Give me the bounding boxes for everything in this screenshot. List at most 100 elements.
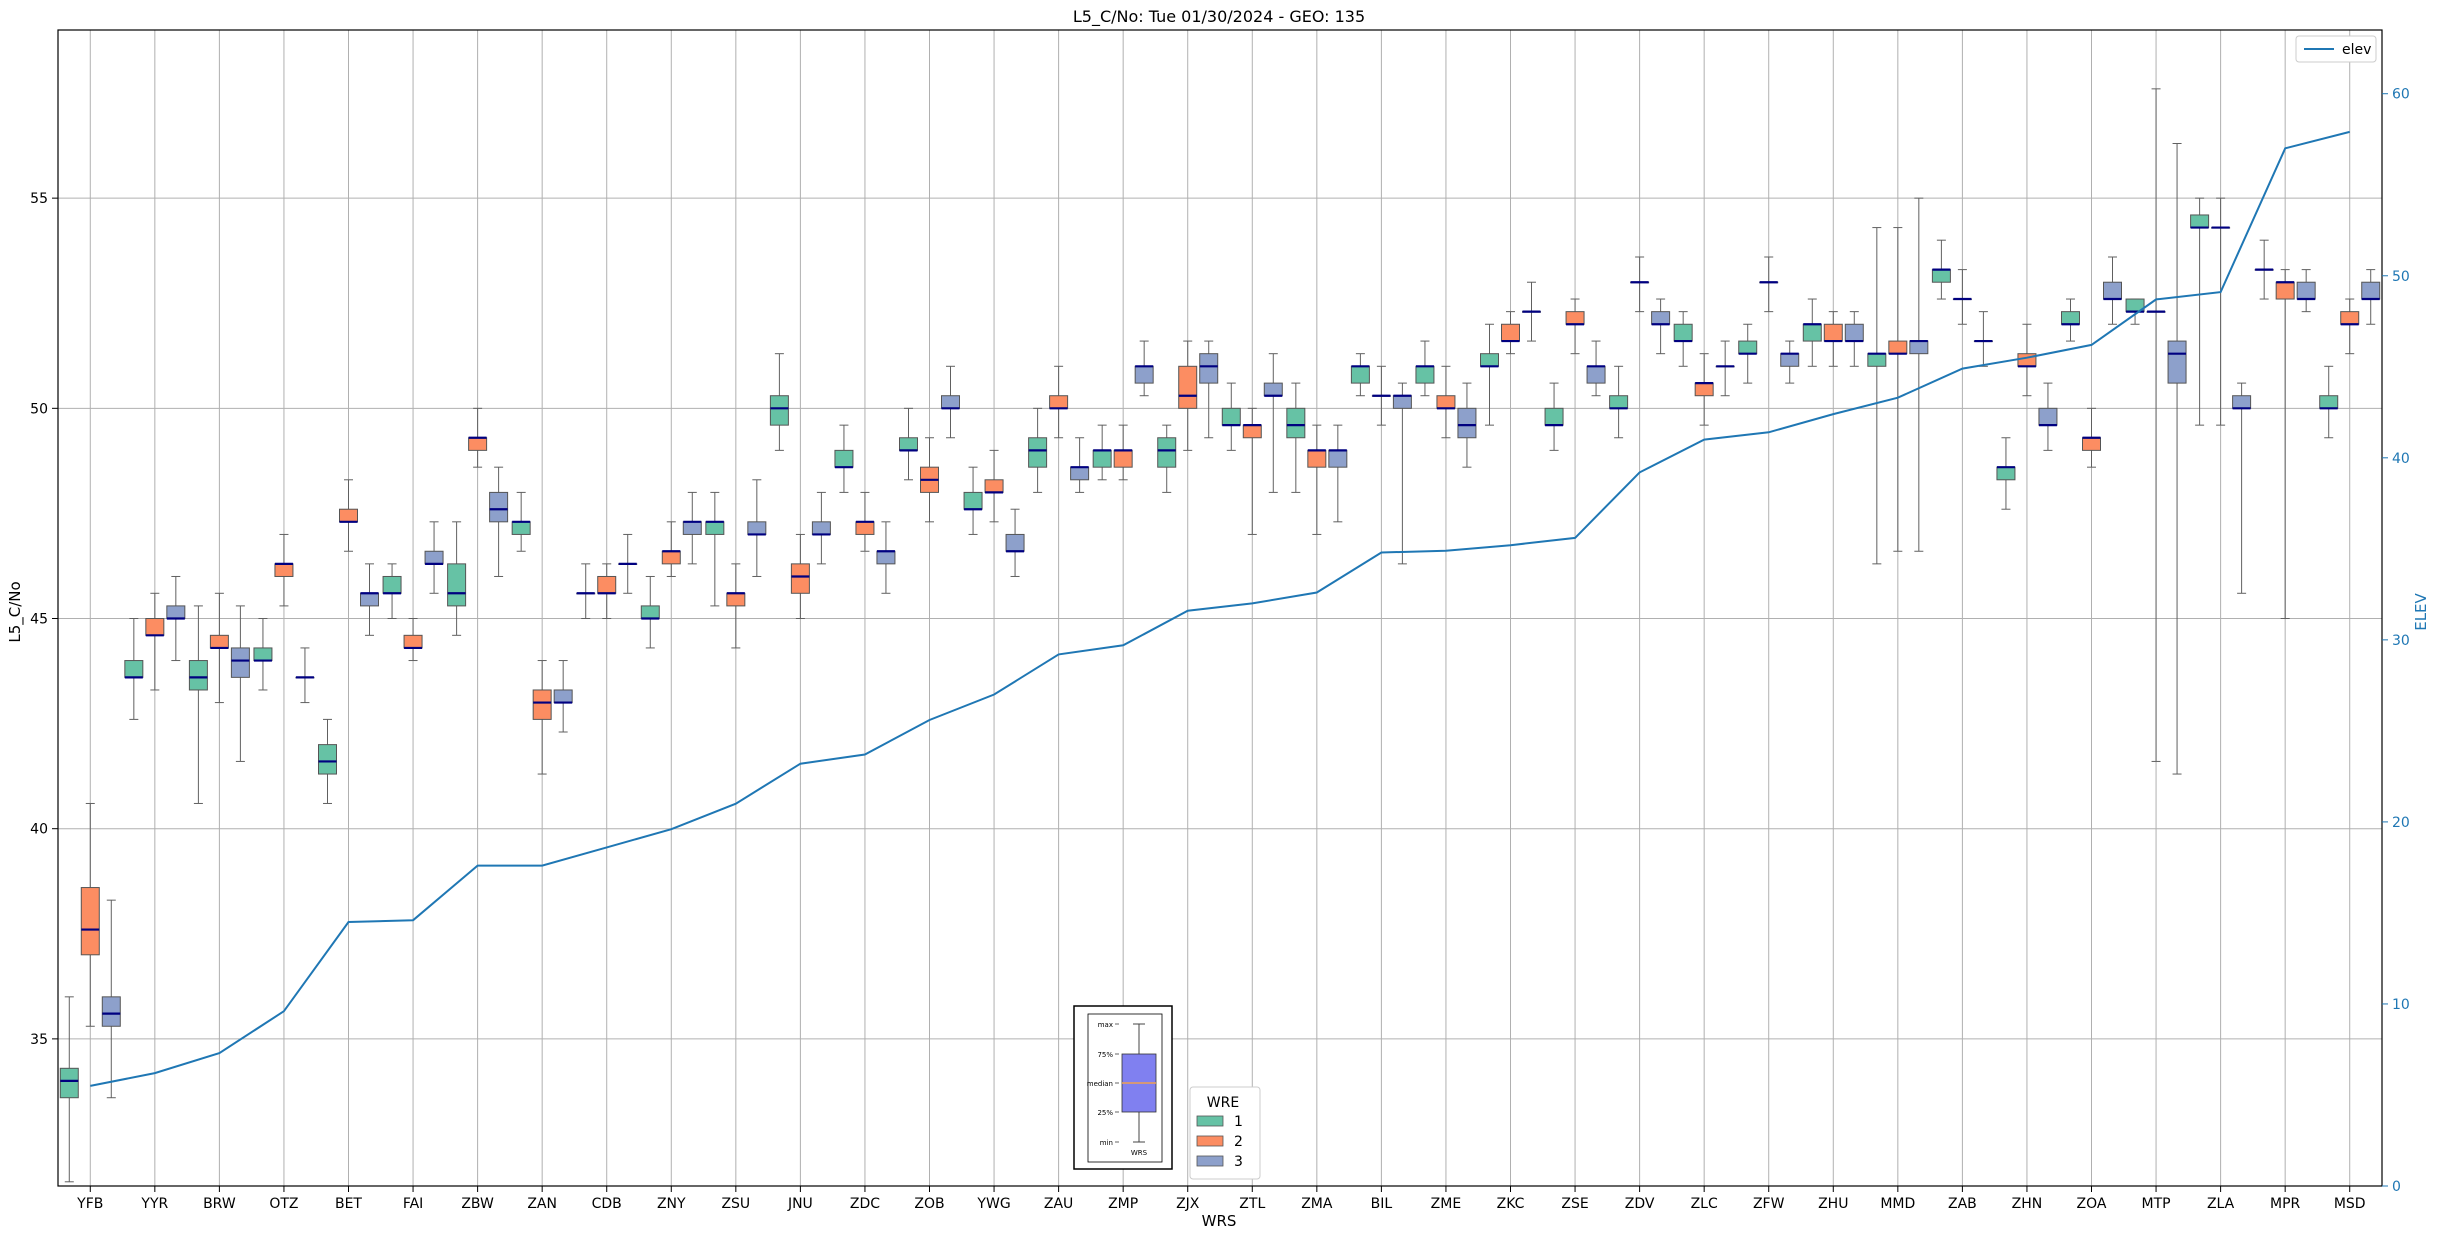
box-zhu-wre2 xyxy=(1823,311,1843,367)
box-iqr xyxy=(1307,449,1327,468)
box-iqr xyxy=(640,605,660,620)
box-mpr-wre2 xyxy=(2275,269,2295,620)
box-bet-wre3 xyxy=(360,563,379,636)
box-zan-wre1 xyxy=(511,491,531,552)
box-ywg-wre3 xyxy=(1005,508,1025,577)
box-bet-wre2 xyxy=(339,479,358,552)
y-tick-label: 40 xyxy=(30,822,48,838)
y2-tick-label: 10 xyxy=(2392,997,2410,1013)
box-zob-wre3 xyxy=(941,365,960,439)
legends: elev WRE 1 2 3 max 75% median 25% min WRS xyxy=(1073,35,2377,1180)
box-msd-wre3 xyxy=(2361,269,2381,325)
box-zla-wre2 xyxy=(2211,197,2231,426)
box-iqr xyxy=(899,437,918,451)
box-zob-wre2 xyxy=(920,437,939,523)
x-tick-label: ZBW xyxy=(461,1196,494,1212)
box-iqr xyxy=(1586,365,1606,384)
box-cdb-wre3 xyxy=(618,533,638,594)
x-tick-label: ZSE xyxy=(1561,1196,1588,1212)
box-iqr xyxy=(1996,466,2016,481)
box-iqr xyxy=(339,508,358,523)
box-iqr xyxy=(1844,323,1864,342)
box-iqr xyxy=(1092,449,1112,468)
box-zsu-wre1 xyxy=(705,491,725,607)
box-iqr xyxy=(1157,437,1177,468)
y-tick-label: 45 xyxy=(30,612,48,628)
wre-legend-title: WRE xyxy=(1207,1095,1239,1111)
box-mpr-wre3 xyxy=(2296,269,2316,313)
box-zoa-wre3 xyxy=(2103,256,2122,325)
box-iqr xyxy=(984,479,1004,493)
box-zan-wre2 xyxy=(532,660,552,775)
box-iqr xyxy=(726,592,746,607)
x-tick-label: YWG xyxy=(976,1196,1010,1212)
elev-legend-label: elev xyxy=(2342,42,2371,58)
box-iqr xyxy=(145,618,165,636)
box-zjx-wre1 xyxy=(1157,424,1177,493)
box-iqr xyxy=(1909,340,1929,355)
box-iqr xyxy=(1328,449,1348,468)
box-iqr xyxy=(1565,311,1585,325)
wre-legend: WRE 1 2 3 xyxy=(1189,1086,1261,1180)
box-iqr xyxy=(511,521,531,535)
box-iqr xyxy=(790,563,810,594)
box-iqr xyxy=(101,996,121,1027)
box-brw-wre3 xyxy=(230,605,250,762)
x-tick-label: ZOA xyxy=(2077,1196,2107,1212)
x-tick-label: MSD xyxy=(2334,1196,2366,1212)
box-iqr xyxy=(963,491,983,510)
box-iqr xyxy=(811,521,831,535)
box-iqr xyxy=(124,660,144,678)
x-tick-label: ZDV xyxy=(1625,1196,1655,1212)
box-bil-wre1 xyxy=(1350,353,1370,397)
box-iqr xyxy=(876,550,896,565)
box-iqr xyxy=(1005,533,1025,552)
box-iqr xyxy=(209,634,229,649)
box-brw-wre1 xyxy=(188,605,208,804)
elev-legend: elev xyxy=(2295,35,2377,63)
wre-legend-swatch xyxy=(1196,1115,1224,1127)
box-iqr xyxy=(403,634,423,649)
box-iqr xyxy=(2296,281,2316,300)
box-zau-wre3 xyxy=(1070,437,1090,493)
box-fai-wre3 xyxy=(424,521,444,594)
box-iqr xyxy=(1263,382,1283,397)
box-cdb-wre2 xyxy=(597,563,617,620)
box-zla-wre3 xyxy=(2232,382,2252,594)
x-tick-label: ZAN xyxy=(527,1196,557,1212)
box-iqr xyxy=(1651,311,1671,325)
box-yfb-wre2 xyxy=(80,802,100,1027)
x-tick-label: ZKC xyxy=(1497,1196,1525,1212)
box-iqr xyxy=(1544,407,1564,426)
box-iqr xyxy=(382,575,402,594)
x-tick-label: CDB xyxy=(592,1196,622,1212)
box-zme-wre3 xyxy=(1457,382,1477,468)
y-axis-label: L5_C/No xyxy=(6,581,25,642)
wre-legend-label: 2 xyxy=(1234,1134,1243,1150)
x-tick-label: MPR xyxy=(2270,1196,2301,1212)
box-zfw-wre3 xyxy=(1780,340,1800,384)
x-tick-label: ZAU xyxy=(1044,1196,1073,1212)
box-iqr xyxy=(318,744,337,775)
box-mtp-wre1 xyxy=(2125,298,2145,325)
x-tick-label: BET xyxy=(335,1196,362,1212)
box-iqr xyxy=(1931,269,1951,283)
box-iqr xyxy=(1888,340,1908,355)
box-bil-wre3 xyxy=(1392,382,1412,565)
box-iqr xyxy=(1867,353,1887,367)
box-iqr xyxy=(166,605,186,620)
inset-label: 75% xyxy=(1097,1051,1113,1059)
box-iqr xyxy=(834,449,854,468)
box-zhu-wre3 xyxy=(1844,311,1864,367)
box-zdc-wre1 xyxy=(834,424,854,493)
box-iqr xyxy=(2232,395,2252,409)
box-iqr xyxy=(553,689,573,704)
box-iqr xyxy=(1415,365,1435,384)
box-zse-wre2 xyxy=(1565,298,1585,355)
box-yyr-wre2 xyxy=(145,592,165,691)
box-zma-wre2 xyxy=(1307,424,1327,535)
box-mtp-wre3 xyxy=(2167,142,2187,775)
box-iqr xyxy=(1028,437,1048,468)
box-iqr xyxy=(1780,353,1800,367)
box-zny-wre3 xyxy=(682,491,702,565)
